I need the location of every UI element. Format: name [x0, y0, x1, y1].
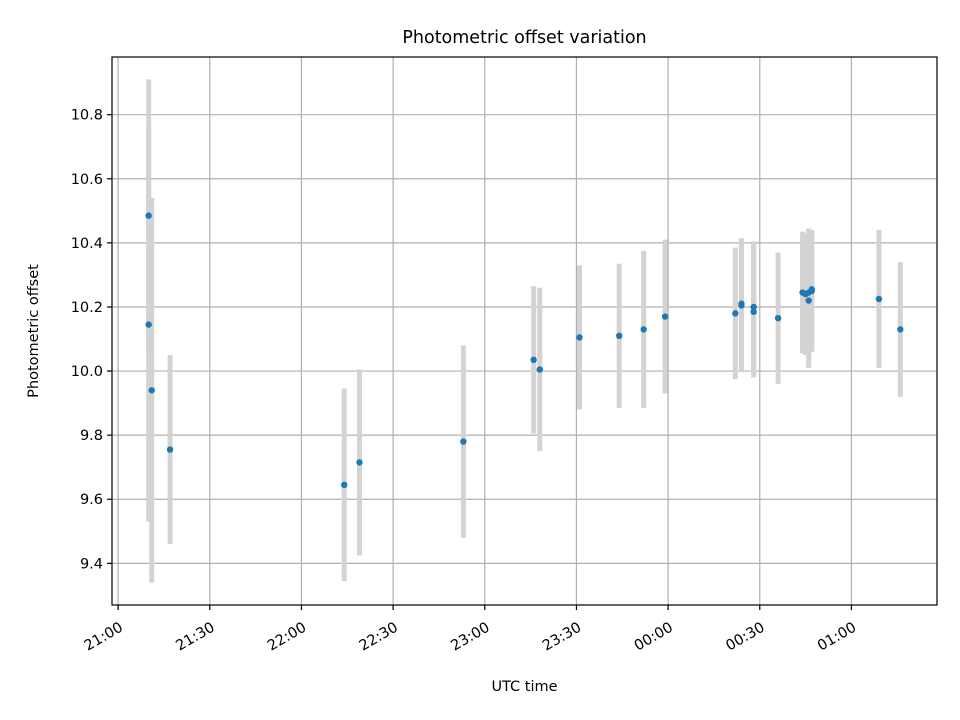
data-point: [738, 302, 745, 309]
y-tick-label: 10.2: [71, 300, 103, 316]
data-point: [750, 303, 757, 311]
y-axis: 9.4 9.6 9.8 10.0 10.2 10.4 10.6 10.8: [71, 108, 112, 572]
y-tick-label: 10.8: [71, 108, 103, 124]
data-point: [774, 314, 782, 322]
y-tick-label: 10.0: [71, 364, 103, 380]
y-tick-label: 9.6: [80, 492, 103, 508]
grid: [112, 57, 937, 605]
y-axis-label: Photometric offset: [26, 264, 42, 398]
data-point: [732, 310, 739, 317]
data-point: [897, 326, 904, 333]
data-point: [661, 313, 669, 320]
data-point: [530, 356, 537, 364]
plot-frame: [111, 56, 938, 606]
data-point: [808, 286, 815, 293]
y-tick-label: 9.8: [80, 428, 103, 444]
y-tick-label: 10.4: [71, 236, 103, 252]
data-point: [750, 308, 757, 315]
data-point: [148, 387, 155, 394]
data-point: [875, 295, 883, 303]
data-points: [145, 212, 904, 489]
data-point: [341, 481, 348, 489]
data-point: [145, 212, 152, 219]
data-point: [460, 438, 467, 445]
y-tick-label: 9.4: [80, 556, 103, 572]
x-axis-label: UTC time: [491, 679, 557, 695]
data-point: [356, 459, 363, 466]
data-point: [576, 334, 583, 341]
plot-area: [112, 57, 937, 605]
data-point: [805, 297, 812, 304]
data-point: [145, 321, 152, 328]
data-point: [166, 446, 174, 453]
data-point: [640, 326, 647, 333]
y-tick-label: 10.6: [71, 172, 103, 188]
data-point: [536, 366, 543, 373]
data-point: [616, 332, 623, 340]
chart-title: Photometric offset variation: [402, 28, 646, 48]
